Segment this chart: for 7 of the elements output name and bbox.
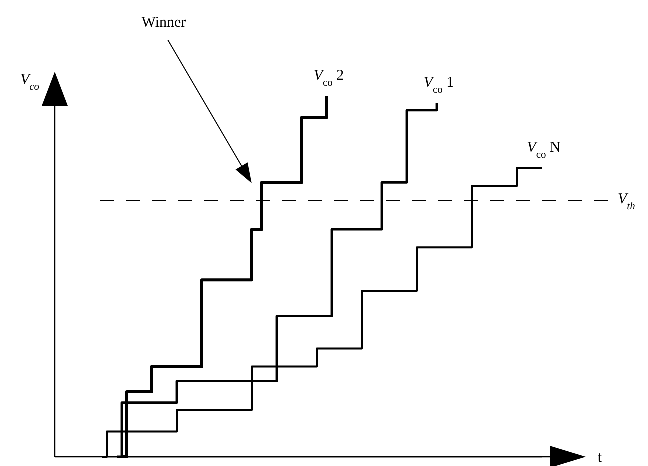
series-label: V$_{co}$ N	[527, 140, 561, 161]
text: Winner	[142, 15, 186, 31]
series-label: V$_{co}$ 2	[314, 68, 344, 88]
series-label: V$_{co}$ 1	[424, 75, 454, 96]
y-axis-title: V$_{co}$	[20, 72, 40, 92]
x-axis-title: t	[598, 450, 603, 466]
ref-line-label: V$_{th}$	[618, 192, 636, 212]
